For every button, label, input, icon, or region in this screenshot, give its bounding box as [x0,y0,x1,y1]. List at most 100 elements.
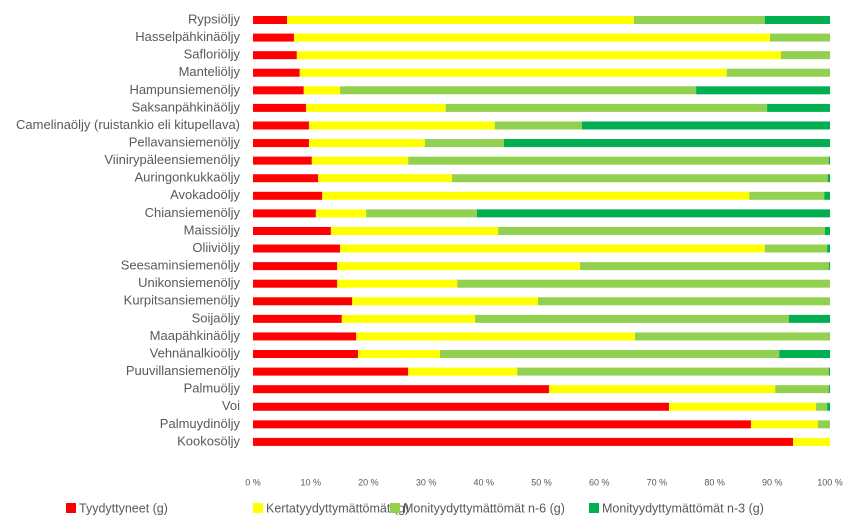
bar-segment [253,367,409,376]
category-label: Palmuydinöljy [160,416,241,431]
bar-segment [457,279,830,288]
bar-segment [517,367,829,376]
bar-segment [253,191,323,200]
legend-label: Tyydyttyneet (g) [79,501,168,515]
category-label: Safloriöljy [184,47,241,62]
bar-segment [503,139,830,148]
bar-segment [828,156,830,165]
category-label: Kookosöljy [177,433,240,448]
bar-segment [549,385,776,394]
bar-segment [358,350,440,359]
bar-segment [253,262,338,271]
bar-segment [253,121,309,130]
x-tick-label: 70 % [647,477,668,487]
bar-segment [494,121,582,130]
bar-segment [253,68,300,77]
bar-segment [424,139,504,148]
bar-segment [827,174,830,183]
bar-segment [253,332,357,341]
bar-segment [253,402,670,411]
bar-segment [408,156,829,165]
category-label: Pellavansiemenöljy [129,134,241,149]
bar-segment [253,86,304,95]
bar-segment [299,68,727,77]
bar-segment [340,244,765,253]
bar-segment [827,402,830,411]
bar-segment [303,86,341,95]
bar-segment [293,33,770,42]
bar-segment [253,226,331,235]
category-label: Saksanpähkinäöljy [132,99,241,114]
bar-segment [498,226,825,235]
bar-segment [337,279,458,288]
category-label: Vehnänalkioöljy [150,345,241,360]
bar-segment [793,437,830,446]
legend-label: Kertatyydyttymättömät (g) [266,501,409,515]
category-label: Viinirypäleensiemenöljy [104,152,240,167]
bar-segment [750,420,818,429]
bar-segment [439,350,780,359]
bar-segment [767,103,830,112]
bar-segment [581,121,830,130]
bar-segment [408,367,518,376]
bar-segment [827,244,830,253]
bar-segment [817,420,830,429]
bar-segment [538,297,830,306]
bar-segment [580,262,829,271]
bar-segment [253,103,307,112]
x-tick-label: 40 % [474,477,495,487]
x-tick-label: 10 % [300,477,321,487]
bar-segment [828,262,830,271]
legend-marker [253,503,263,513]
category-label: Auringonkukkaöljy [134,170,240,185]
bar-segment [816,402,828,411]
bar-segment [330,226,499,235]
category-label: Maapähkinäöljy [150,328,241,343]
bar-segment [696,86,830,95]
bar-segment [322,191,750,200]
category-label: Palmuöljy [184,381,241,396]
bar-segment [306,103,446,112]
bar-segment [253,156,312,165]
category-label: Seesaminsiemenöljy [121,258,241,273]
bar-segment [253,437,794,446]
legend-marker [589,503,599,513]
bar-segment [764,244,828,253]
category-label: Hasselpähkinäöljy [135,29,240,44]
category-label: Unikonsiemenöljy [138,275,240,290]
x-tick-label: 0 % [245,477,261,487]
bar-segment [475,314,790,323]
bar-segment [445,103,768,112]
bar-segment [633,16,765,24]
legend-marker [390,503,400,513]
bar-segment [828,367,830,376]
legend-marker [66,503,76,513]
bar-segment [311,156,409,165]
category-label: Manteliöljy [179,64,241,79]
category-label: Oliiviöljy [192,240,240,255]
category-label: Kurpitsansiemenöljy [124,293,241,308]
x-tick-label: 90 % [762,477,783,487]
bar-segment [452,174,828,183]
bar-segment [775,385,829,394]
bar-segment [726,68,830,77]
bar-segment [366,209,477,218]
bar-segment [769,33,830,42]
bar-segment [779,350,830,359]
bar-segment [253,314,342,323]
x-tick-label: 30 % [416,477,437,487]
bar-segment [253,279,338,288]
category-label: Camelinaöljy (ruistankio eli kitupellava… [16,117,240,132]
bar-segment [287,16,634,24]
x-tick-label: 60 % [589,477,610,487]
x-tick-label: 20 % [358,477,379,487]
bar-segment [308,121,495,130]
category-label: Soijaöljy [192,310,241,325]
bar-segment [828,385,830,394]
bar-segment [634,332,830,341]
legend-label: Monityydyttymättömät n-6 (g) [403,501,565,515]
category-label: Voi [222,398,240,413]
bar-segment [253,51,297,60]
category-label: Maissiöljy [184,222,241,237]
